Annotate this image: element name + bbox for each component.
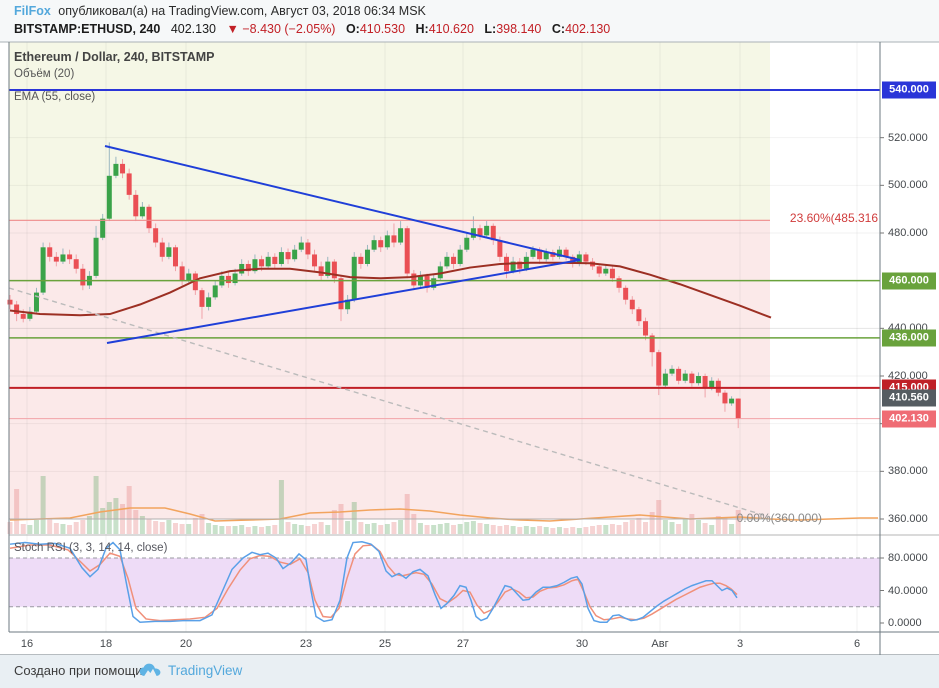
close-label: C: [551,22,566,36]
down-arrow-icon: ▼ [226,22,239,36]
time-label-Авг: Авг [651,638,669,650]
low-label: L: [484,22,497,36]
open-label: O: [345,22,360,36]
legend-symbol[interactable]: Ethereum / Dollar, 240, BITSTAMP [14,50,215,64]
published-text: опубликовал(а) на TradingView.com, Авгус… [58,4,426,18]
price-tick-label: 360.000 [888,512,928,525]
price-badge-436.000: 436.000 [882,329,936,347]
footer: Создано при помощи TradingView [0,655,939,688]
time-label-18: 18 [99,638,113,650]
last-price: 402.130 [170,22,216,36]
author-link[interactable]: FilFox [14,4,51,18]
tradingview-brand-link[interactable]: TradingView [168,663,243,678]
open-value: 410.530 [359,22,406,36]
price-badge-402.130: 402.130 [882,410,936,428]
legend-stoch-rsi[interactable]: Stoch RSI (3, 3, 14, 14, close) [14,542,168,554]
time-label-20: 20 [179,638,193,650]
stoch-axis-label: 80.0000 [888,552,928,564]
time-label-16: 16 [20,638,34,650]
price-tick-label: 520.000 [888,131,928,144]
time-label-3: 3 [736,638,744,650]
tradingview-logo-icon[interactable] [138,661,162,679]
time-label-23: 23 [299,638,313,650]
fib-0-label: 0.00%(360.000) [736,511,822,525]
price-tick-label: 500.000 [888,179,928,192]
time-label-30: 30 [575,638,589,650]
price-badge-410.560: 410.560 [882,389,936,407]
time-label-6: 6 [853,638,861,650]
time-label-25: 25 [378,638,392,650]
fib-236-label: 23.60%(485.316 [789,211,878,225]
stoch-axis-label: 0.0000 [888,617,922,629]
legend-ema[interactable]: EMA (55, close) [14,91,96,103]
share-header: FilFox опубликовал(а) на TradingView.com… [0,0,939,42]
price-badge-460.000: 460.000 [882,272,936,290]
price-axis[interactable]: 520.000500.000480.000440.000420.000400.0… [880,42,939,655]
time-axis[interactable]: 16 18 20 23 25 27 30 Авг 3 6 [9,632,939,655]
symbol-title[interactable]: BITSTAMP:ETHUSD, 240 [14,22,161,36]
high-label: H: [415,22,429,36]
footer-created-text: Создано при помощи [14,663,143,678]
low-value: 398.140 [496,22,542,36]
price-change: −8.430 (−2.05%) [242,22,336,36]
price-tick-label: 420.000 [888,369,928,382]
high-value: 410.620 [428,22,474,36]
price-tick-label: 480.000 [888,226,928,239]
price-badge-540.000: 540.000 [882,81,936,99]
price-tick-label: 380.000 [888,465,928,478]
symbol-ohlc-line: BITSTAMP:ETHUSD, 240 402.130 ▼ −8.430 (−… [14,22,610,36]
time-label-27: 27 [456,638,470,650]
stoch-axis-label: 40.0000 [888,584,928,597]
published-line: FilFox опубликовал(а) на TradingView.com… [14,4,426,18]
close-value: 402.130 [565,22,611,36]
legend-volume[interactable]: Объём (20) [14,68,75,80]
